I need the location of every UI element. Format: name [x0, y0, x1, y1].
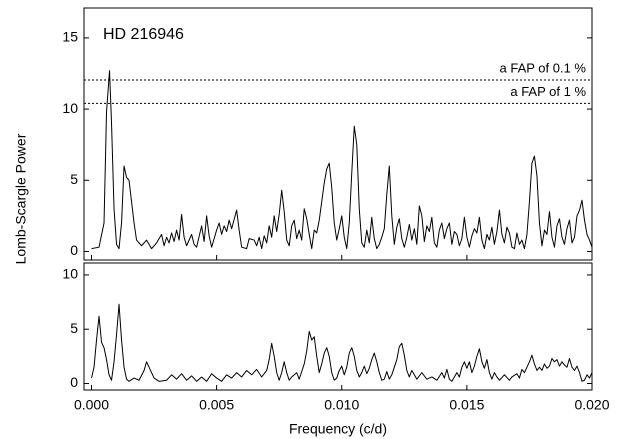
y-tick-label: 0 [70, 374, 78, 390]
annotation: HD 216946 [103, 26, 184, 43]
power-line [91, 70, 592, 250]
fap-label: a FAP of 0.1 % [500, 60, 587, 75]
power-line [91, 303, 592, 382]
fap-label: a FAP of 1 % [510, 84, 586, 99]
y-tick-label: 15 [62, 29, 78, 45]
y-tick-label: 10 [62, 100, 78, 116]
x-tick-label: 0.020 [574, 397, 609, 413]
x-tick-label: 0.005 [199, 397, 234, 413]
y-axis-label: Lomb-Scargle Power [13, 133, 29, 264]
plot-frame [83, 262, 593, 391]
x-tick-label: 0.015 [449, 397, 484, 413]
x-tick-label: 0.000 [74, 397, 109, 413]
y-tick-label: 5 [70, 320, 78, 336]
y-tick-label: 10 [62, 266, 78, 282]
plot-frame [83, 7, 593, 261]
y-tick-label: 5 [70, 171, 78, 187]
y-tick-label: 0 [70, 242, 78, 258]
x-tick-label: 0.010 [324, 397, 359, 413]
x-axis-label: Frequency (c/d) [289, 421, 387, 437]
